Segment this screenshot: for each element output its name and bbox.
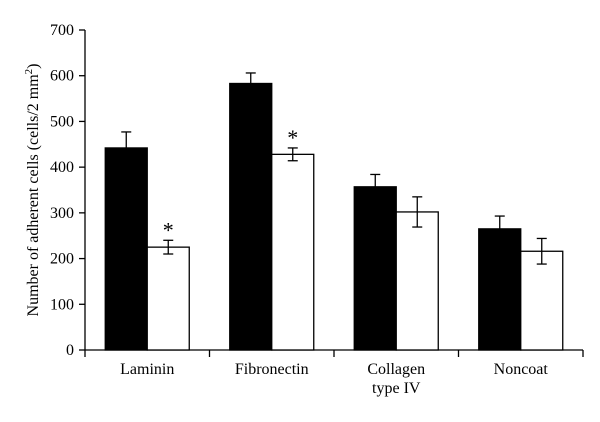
category-label: Noncoat bbox=[494, 361, 549, 378]
error-bars bbox=[121, 72, 547, 265]
y-tick-label: 500 bbox=[50, 113, 74, 130]
category-label-line: Collagen bbox=[367, 361, 425, 378]
y-tick-label: 100 bbox=[50, 296, 74, 313]
bar bbox=[353, 186, 397, 351]
category-label-line: Noncoat bbox=[494, 361, 549, 378]
bar bbox=[229, 82, 273, 351]
bars bbox=[104, 82, 564, 351]
y-axis: 0 100 200 300 400 500 600 700 bbox=[50, 22, 86, 359]
significance-markers: ** bbox=[163, 125, 299, 242]
category-label-line: Fibronectin bbox=[235, 361, 309, 378]
y-tick-label: 700 bbox=[50, 22, 74, 39]
bar bbox=[478, 228, 522, 351]
bar bbox=[104, 147, 148, 351]
category-label: Fibronectin bbox=[235, 361, 309, 378]
category-labels: Laminin Fibronectin Collagen type IV Noncoat bbox=[120, 361, 548, 397]
significance-asterisk: * bbox=[287, 125, 298, 150]
significance-asterisk: * bbox=[163, 217, 174, 242]
category-label: Collagen type IV bbox=[367, 361, 425, 397]
y-axis-title-end: ) bbox=[25, 64, 42, 69]
bar bbox=[520, 250, 564, 351]
bar bbox=[271, 153, 315, 351]
y-tick-label: 600 bbox=[50, 68, 74, 85]
svg-text:Number of adherent cells (cell: Number of adherent cells (cells/2 mm2) bbox=[23, 64, 42, 317]
category-label-line: Laminin bbox=[120, 361, 174, 378]
bar bbox=[146, 246, 190, 351]
x-axis bbox=[84, 349, 584, 357]
y-axis-title-superscript: 2 bbox=[23, 69, 35, 75]
y-tick-label: 200 bbox=[50, 251, 74, 268]
category-label: Laminin bbox=[120, 361, 174, 378]
y-tick-label: 300 bbox=[50, 205, 74, 222]
bar bbox=[395, 211, 439, 351]
y-axis-title-main: Number of adherent cells (cells/2 mm bbox=[25, 74, 42, 317]
y-axis-title: Number of adherent cells (cells/2 mm2) bbox=[23, 64, 42, 317]
y-tick-label: 400 bbox=[50, 159, 74, 176]
category-label-line: type IV bbox=[372, 380, 421, 397]
y-tick-label: 0 bbox=[66, 342, 74, 359]
